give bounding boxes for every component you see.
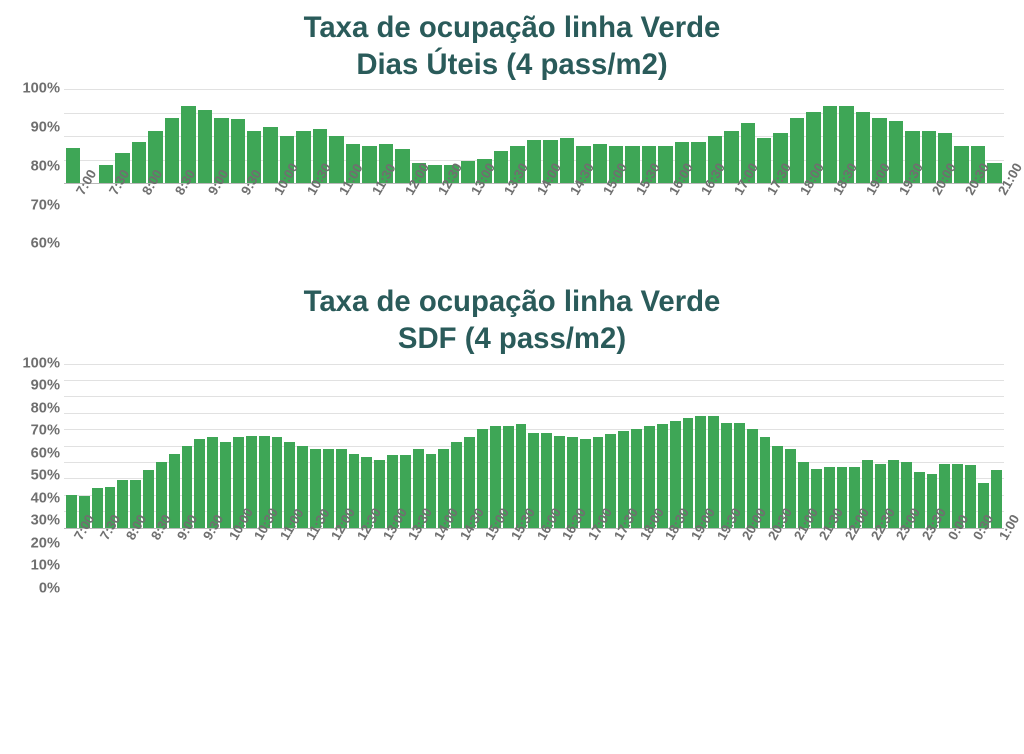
chart2-x-axis: 7:007:308:008:309:009:3010:0010:3011:001…	[64, 529, 1004, 589]
bar	[527, 140, 541, 183]
chart1-x-axis: 7:007:308:008:309:009:3010:0010:3011:001…	[64, 184, 1004, 244]
chart1-frame: 100%90%80%70%60% 7:007:308:008:309:009:3…	[20, 89, 1004, 244]
bar	[362, 146, 376, 184]
y-tick: 40%	[31, 491, 60, 506]
chart2-plot	[64, 364, 1004, 529]
bar	[625, 146, 639, 184]
bar	[220, 442, 231, 527]
chart2-title: Taxa de ocupação linha Verde SDF (4 pass…	[20, 284, 1004, 357]
chart1-plot	[64, 89, 1004, 184]
bar	[790, 118, 804, 184]
y-tick: 10%	[31, 559, 60, 574]
y-tick: 100%	[23, 356, 61, 371]
bar	[560, 138, 574, 183]
bar	[66, 495, 77, 528]
chart2-y-axis: 100%90%80%70%60%50%40%30%20%10%0%	[20, 364, 64, 589]
y-tick: 90%	[31, 379, 60, 394]
bar	[194, 439, 205, 528]
y-tick: 100%	[23, 82, 61, 97]
bar	[198, 110, 212, 183]
bar	[954, 146, 968, 184]
chart1-y-axis: 100%90%80%70%60%	[20, 89, 64, 244]
y-tick: 70%	[31, 424, 60, 439]
y-tick: 20%	[31, 536, 60, 551]
y-tick: 90%	[31, 121, 60, 136]
y-tick: 70%	[31, 198, 60, 213]
chart1-title: Taxa de ocupação linha Verde Dias Úteis …	[20, 10, 1004, 83]
bar	[724, 131, 738, 184]
y-tick: 80%	[31, 159, 60, 174]
bar	[263, 127, 277, 183]
bar	[593, 144, 607, 183]
bar	[691, 142, 705, 183]
bar	[66, 148, 80, 184]
y-tick: 0%	[39, 581, 60, 596]
bar	[658, 146, 672, 184]
bar	[922, 131, 936, 184]
y-tick: 80%	[31, 401, 60, 416]
bar	[296, 131, 310, 184]
bar	[165, 118, 179, 184]
bar	[889, 121, 903, 183]
bar	[856, 112, 870, 183]
bar	[329, 136, 343, 183]
y-tick: 60%	[31, 446, 60, 461]
bar	[823, 106, 837, 183]
chart2-frame: 100%90%80%70%60%50%40%30%20%10%0% 7:007:…	[20, 364, 1004, 589]
y-tick: 60%	[31, 237, 60, 252]
y-tick: 50%	[31, 469, 60, 484]
bar	[757, 138, 771, 183]
bar	[132, 142, 146, 183]
y-tick: 30%	[31, 514, 60, 529]
bar	[231, 119, 245, 183]
